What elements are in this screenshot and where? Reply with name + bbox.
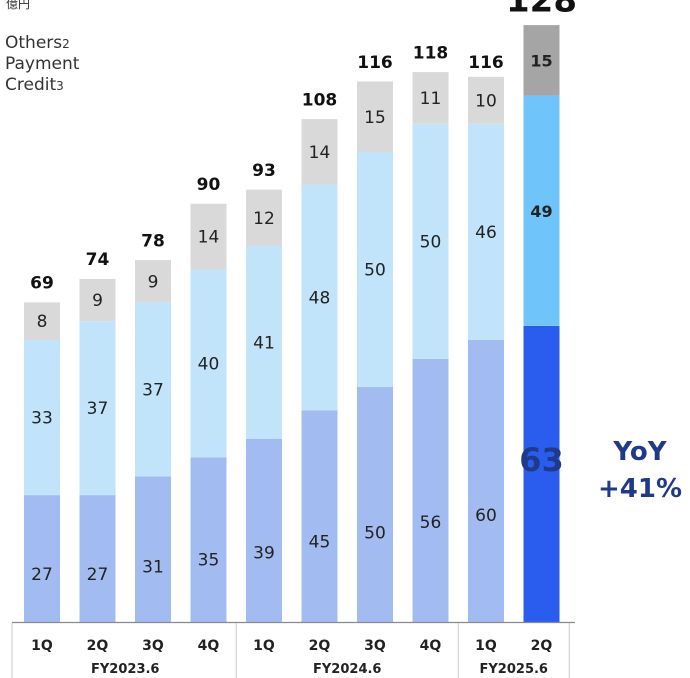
total-label-5: 93 bbox=[252, 161, 276, 181]
label-others-3: 9 bbox=[148, 272, 159, 292]
unit-label: 億円 bbox=[6, 0, 31, 11]
bar-credit-1 bbox=[24, 495, 60, 622]
label-payment-3: 37 bbox=[142, 380, 164, 400]
bar-others-10 bbox=[523, 25, 560, 96]
bar-credit-2 bbox=[79, 495, 116, 622]
label-payment-6: 48 bbox=[309, 289, 331, 309]
label-others-5: 12 bbox=[253, 209, 275, 229]
legend-sup-credit: 3 bbox=[56, 79, 64, 93]
bar-credit-6 bbox=[301, 410, 338, 622]
bar-payment-10 bbox=[523, 95, 560, 326]
bar-credit-9 bbox=[468, 340, 504, 622]
bar-payment-5 bbox=[246, 246, 282, 439]
bar-credit-5 bbox=[246, 438, 282, 622]
label-payment-9: 46 bbox=[475, 223, 497, 243]
bar-credit-4 bbox=[190, 457, 227, 622]
bar-others-3 bbox=[135, 260, 171, 303]
bar-credit-7 bbox=[357, 387, 393, 622]
total-label-8: 118 bbox=[413, 43, 449, 63]
total-label-6: 108 bbox=[302, 90, 338, 110]
bar-others-2 bbox=[79, 278, 116, 322]
legend-item-payment: Payment bbox=[5, 56, 79, 73]
bar-payment-9 bbox=[468, 123, 504, 340]
label-others-7: 15 bbox=[364, 108, 386, 128]
bar-others-5 bbox=[246, 189, 282, 246]
bar-payment-8 bbox=[412, 123, 449, 359]
bar-credit-8 bbox=[412, 358, 449, 622]
x-tick-label-5: 1Q bbox=[253, 638, 275, 654]
total-label-4: 90 bbox=[197, 175, 221, 195]
x-tick-label-8: 4Q bbox=[420, 638, 442, 654]
legend-item-others: Others2 bbox=[5, 35, 70, 52]
bar-credit-3 bbox=[135, 476, 171, 622]
bar-credit-10 bbox=[523, 325, 560, 622]
label-credit-6: 45 bbox=[309, 533, 331, 553]
group-label-3: FY2025.6 bbox=[480, 662, 548, 677]
label-payment-5: 41 bbox=[253, 333, 275, 353]
total-label-7: 116 bbox=[357, 53, 393, 73]
bar-payment-1 bbox=[24, 340, 60, 496]
label-others-1: 8 bbox=[37, 312, 48, 332]
x-tick-label-9: 1Q bbox=[475, 638, 497, 654]
total-label-10: 128 bbox=[506, 0, 577, 20]
bar-others-9 bbox=[468, 76, 504, 124]
label-credit-4: 35 bbox=[198, 550, 220, 570]
yoy-label: YoY bbox=[613, 437, 667, 467]
label-payment-4: 40 bbox=[198, 355, 220, 375]
label-payment-1: 33 bbox=[31, 409, 53, 429]
group-label-2: FY2024.6 bbox=[313, 662, 381, 677]
x-tick-label-1: 1Q bbox=[31, 638, 53, 654]
x-tick-label-3: 3Q bbox=[142, 638, 164, 654]
legend-label-credit: Credit bbox=[5, 75, 57, 95]
x-tick-label-7: 3Q bbox=[364, 638, 386, 654]
label-payment-2: 37 bbox=[87, 399, 109, 419]
total-label-9: 116 bbox=[468, 53, 504, 73]
bar-others-8 bbox=[412, 72, 449, 124]
label-credit-2: 27 bbox=[87, 565, 109, 585]
bar-payment-7 bbox=[357, 152, 393, 387]
label-others-4: 14 bbox=[198, 228, 220, 248]
label-credit-1: 27 bbox=[31, 565, 53, 585]
bar-others-1 bbox=[24, 302, 60, 340]
legend-sup-others: 2 bbox=[62, 37, 70, 51]
bar-others-4 bbox=[190, 203, 227, 270]
bar-others-6 bbox=[301, 119, 338, 185]
legend-item-credit: Credit3 bbox=[5, 77, 64, 94]
yoy-value: +41% bbox=[597, 474, 683, 504]
label-payment-7: 50 bbox=[364, 261, 386, 281]
label-credit-7: 50 bbox=[364, 524, 386, 544]
total-label-2: 74 bbox=[86, 250, 110, 270]
bar-payment-6 bbox=[301, 184, 338, 411]
bar-payment-3 bbox=[135, 302, 171, 477]
x-tick-label-2: 2Q bbox=[87, 638, 109, 654]
total-label-3: 78 bbox=[141, 231, 165, 251]
bar-others-7 bbox=[357, 81, 393, 152]
label-payment-10: 49 bbox=[530, 202, 552, 221]
label-credit-3: 31 bbox=[142, 558, 164, 578]
bar-payment-2 bbox=[79, 321, 116, 496]
label-payment-8: 50 bbox=[420, 232, 442, 252]
label-others-6: 14 bbox=[309, 143, 331, 163]
x-tick-label-6: 2Q bbox=[309, 638, 331, 654]
bar-payment-4 bbox=[190, 269, 227, 458]
label-credit-8: 56 bbox=[420, 513, 442, 533]
group-label-1: FY2023.6 bbox=[91, 662, 159, 677]
label-credit-5: 39 bbox=[253, 543, 275, 563]
legend-label-others: Others bbox=[5, 33, 63, 53]
label-others-2: 9 bbox=[92, 291, 103, 311]
label-credit-9: 60 bbox=[475, 506, 497, 526]
label-others-8: 11 bbox=[420, 89, 442, 109]
x-tick-label-4: 4Q bbox=[198, 638, 220, 654]
total-label-1: 69 bbox=[30, 274, 54, 294]
label-others-10: 15 bbox=[530, 51, 552, 70]
x-tick-label-10: 2Q bbox=[531, 638, 553, 654]
legend-label-payment: Payment bbox=[5, 54, 80, 74]
label-credit-10: 63 bbox=[519, 441, 564, 479]
label-others-9: 10 bbox=[475, 91, 497, 111]
